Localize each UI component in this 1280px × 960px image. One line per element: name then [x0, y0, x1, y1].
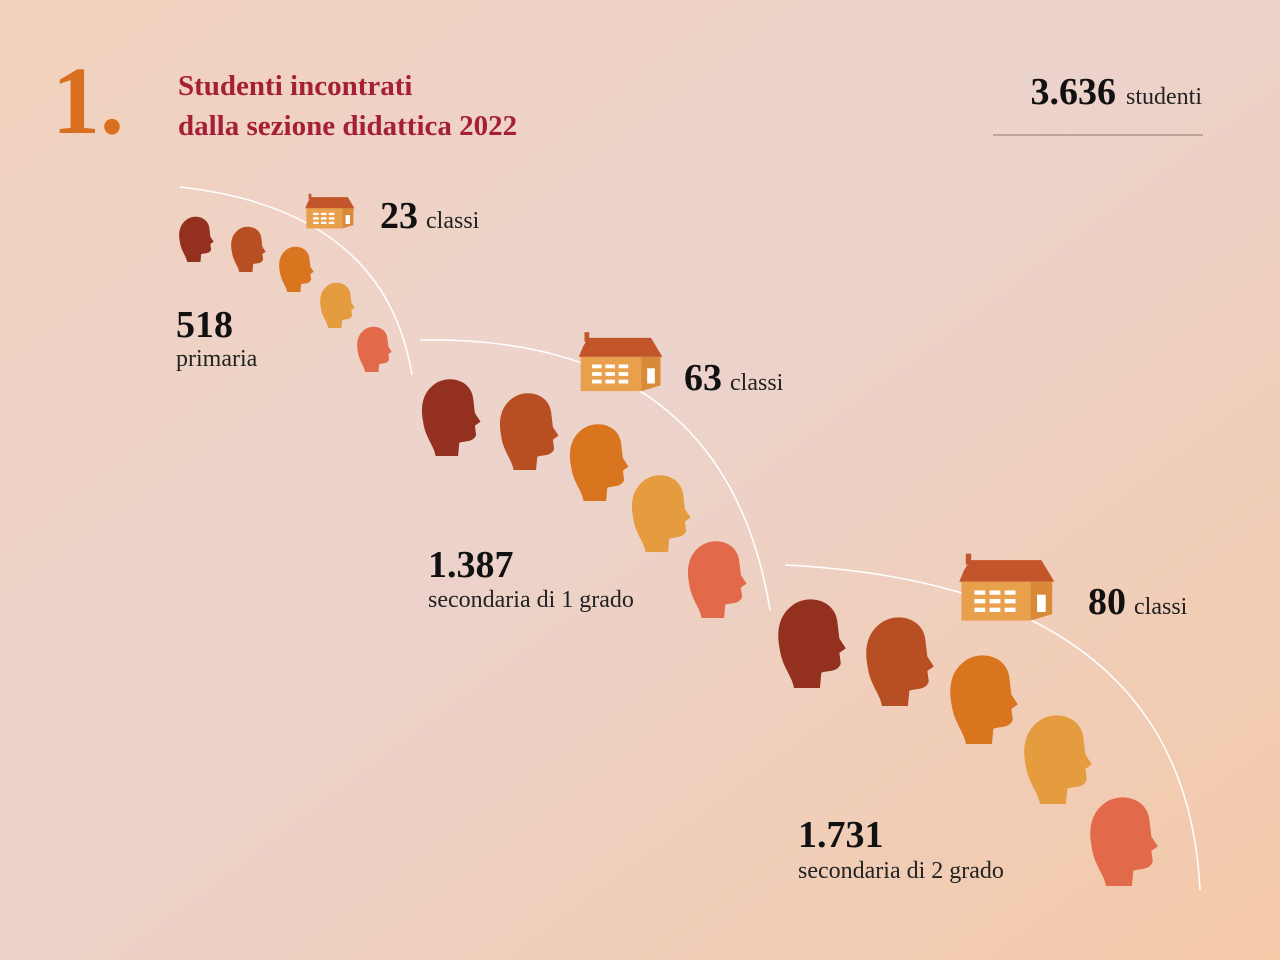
head-icon: [357, 326, 392, 372]
window: [618, 364, 629, 369]
window: [989, 607, 1001, 612]
school-icon: [578, 332, 663, 392]
head-icon: [421, 379, 481, 456]
classes: 63 classi: [684, 357, 784, 399]
window: [974, 590, 986, 595]
chimney: [308, 193, 312, 200]
door: [647, 368, 655, 384]
school-level: secondaria di 1 grado: [428, 587, 634, 613]
student-count: 1.731: [798, 814, 884, 856]
window: [989, 590, 1001, 595]
arc: [784, 564, 1201, 891]
head-icon: [1024, 715, 1092, 804]
window: [605, 372, 615, 376]
window: [328, 221, 335, 224]
window: [313, 217, 319, 220]
window: [320, 212, 327, 216]
total: 3.636 studenti: [1031, 71, 1203, 113]
classes-value: 80: [1088, 581, 1126, 623]
roof: [959, 560, 1055, 582]
classes-unit: classi: [730, 370, 784, 396]
window: [989, 599, 1001, 604]
head-icon: [179, 216, 214, 262]
roof: [305, 197, 355, 209]
window: [313, 212, 319, 216]
school-icon: [959, 553, 1055, 621]
head-icon: [687, 541, 747, 618]
head-icon: [499, 393, 559, 470]
window: [592, 364, 602, 369]
arc: [419, 339, 771, 611]
roof: [578, 337, 663, 357]
window: [328, 212, 335, 216]
head-icon: [631, 475, 691, 552]
arc: [179, 186, 413, 376]
window: [320, 221, 327, 224]
window: [313, 221, 319, 224]
head-icon: [320, 282, 355, 328]
school-level: primaria: [176, 346, 258, 372]
head-icon: [279, 246, 314, 292]
window: [320, 217, 327, 220]
chimney: [584, 332, 590, 342]
head-icon: [866, 617, 934, 706]
total-unit: studenti: [1126, 84, 1202, 110]
head-icon: [569, 424, 629, 501]
section-number: 1.: [52, 47, 124, 154]
classes-unit: classi: [1134, 594, 1188, 620]
student-count: 1.387: [428, 544, 514, 586]
window: [974, 599, 986, 604]
window: [974, 607, 986, 612]
window: [592, 379, 602, 384]
classes-value: 23: [380, 195, 418, 237]
window: [618, 372, 629, 376]
window: [1004, 590, 1016, 595]
title-line: dalla sezione didattica 2022: [178, 110, 517, 142]
window: [1004, 599, 1016, 604]
head-icon: [950, 655, 1018, 744]
classes: 80 classi: [1088, 581, 1188, 623]
head-icon: [231, 226, 266, 272]
window: [605, 364, 615, 369]
total-value: 3.636: [1031, 71, 1117, 113]
school-level: secondaria di 2 grado: [798, 858, 1004, 884]
window: [592, 372, 602, 376]
window: [605, 379, 615, 384]
classes-value: 63: [684, 357, 722, 399]
chimney: [965, 553, 972, 565]
window: [618, 379, 629, 384]
door: [345, 215, 351, 224]
head-icon: [778, 599, 846, 688]
classes-unit: classi: [426, 208, 480, 234]
head-icon: [1090, 797, 1158, 886]
title-line: Studenti incontrati: [178, 70, 412, 102]
school-icon: [305, 193, 355, 229]
door: [1037, 594, 1046, 612]
window: [328, 217, 335, 220]
window: [1004, 607, 1016, 612]
classes: 23 classi: [380, 195, 480, 237]
student-count: 518: [176, 304, 233, 346]
